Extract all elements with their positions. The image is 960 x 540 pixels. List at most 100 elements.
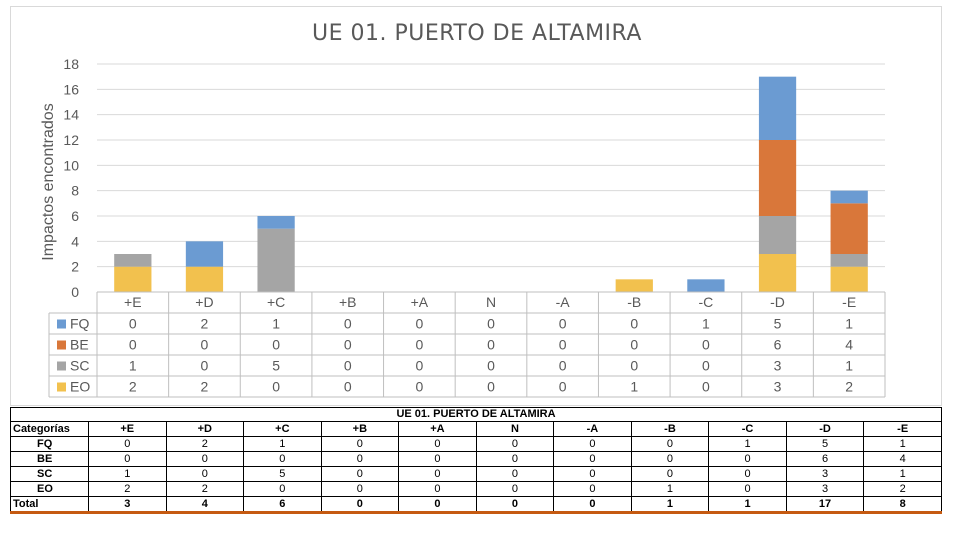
- bar-segment-eo: [830, 266, 868, 292]
- header-cell: -D: [785, 421, 865, 437]
- table-cell: 0: [398, 436, 477, 452]
- table-cell: 0: [630, 436, 710, 452]
- data-label: 0: [487, 358, 495, 374]
- table-cell: 0: [475, 466, 555, 482]
- x-tick-label: -B: [627, 294, 641, 310]
- y-tick-label: 14: [63, 107, 79, 123]
- data-label: 2: [845, 379, 853, 395]
- data-label: 0: [201, 337, 209, 353]
- table-cell: 0: [708, 466, 787, 482]
- row-label: Total: [10, 496, 89, 514]
- bar-segment-fq: [257, 216, 295, 229]
- table-cell: 0: [320, 466, 400, 482]
- data-label: 0: [559, 358, 567, 374]
- data-label: 0: [487, 337, 495, 353]
- data-label: 0: [559, 337, 567, 353]
- table-row: FQ 0 2 1 0 0 0 0 0 1 5 1: [10, 436, 942, 452]
- data-label: 0: [630, 316, 638, 332]
- table-cell: 0: [553, 466, 632, 482]
- table-cell: 2: [165, 481, 245, 497]
- total-row: Total 3 4 6 0 0 0 0 1 1 17 8: [10, 496, 942, 514]
- table-cell: 0: [243, 451, 322, 467]
- table-cell: 0: [553, 451, 632, 467]
- legend-key-fq: [57, 319, 66, 329]
- data-label: 3: [774, 358, 782, 374]
- table-cell: 0: [708, 451, 787, 467]
- data-label: 0: [344, 379, 352, 395]
- x-tick-label: +A: [411, 294, 429, 310]
- summary-table-title: UE 01. PUERTO DE ALTAMIRA: [10, 407, 942, 422]
- table-cell: 1: [243, 436, 322, 452]
- header-cell: -A: [553, 421, 632, 437]
- data-label: 3: [774, 379, 782, 395]
- table-cell: 1: [863, 466, 942, 482]
- row-label: BE: [10, 451, 89, 467]
- data-label: 1: [845, 316, 853, 332]
- summary-table-body: FQ 0 2 1 0 0 0 0 0 1 5 1 BE 0 0 0 0 0 0 0 0 0 6 4 SC 1 0 5 0 0 0 0 0 0 3 1 E…: [10, 436, 942, 514]
- data-label: 0: [559, 379, 567, 395]
- data-label: 1: [845, 358, 853, 374]
- data-label: 0: [487, 379, 495, 395]
- row-label: EO: [10, 481, 89, 497]
- data-label: 5: [272, 358, 280, 374]
- data-label: 0: [344, 337, 352, 353]
- table-cell: 1: [708, 436, 787, 452]
- table-cell: 1: [708, 496, 787, 514]
- y-tick-label: 12: [63, 132, 79, 148]
- bar-segment-sc: [114, 254, 152, 267]
- bar-segment-fq: [758, 76, 797, 140]
- table-cell: 5: [243, 466, 322, 482]
- data-label: 0: [415, 316, 423, 332]
- header-cell: -E: [863, 421, 942, 437]
- chart-panel: 0 2 4 6 8 10 12 14 16 18 +E +D +C +B +A N -A -B -C -D -E FQ 0 2…: [10, 6, 942, 406]
- table-cell: 0: [320, 451, 400, 467]
- table-cell: 0: [475, 481, 555, 497]
- data-label: 0: [415, 379, 423, 395]
- table-cell: 0: [88, 451, 167, 467]
- bar-segment-eo: [114, 266, 152, 292]
- x-tick-label: N: [486, 294, 496, 310]
- y-tick-label: 4: [71, 233, 79, 249]
- data-label: 6: [774, 337, 782, 353]
- table-cell: 2: [863, 481, 942, 497]
- data-label: 2: [129, 379, 137, 395]
- data-label: 0: [129, 316, 137, 332]
- bar-segment-fq: [185, 241, 224, 267]
- legend-label: SC: [70, 358, 89, 374]
- data-label: 0: [630, 358, 638, 374]
- x-tick-label: +B: [339, 294, 357, 310]
- y-tick-label: 16: [63, 81, 79, 97]
- table-cell: 0: [165, 451, 245, 467]
- y-axis-label: Impactos encontrados: [40, 103, 57, 261]
- header-cell: +E: [88, 421, 167, 437]
- table-row: SC 1 0 5 0 0 0 0 0 0 3 1: [10, 466, 942, 482]
- table-cell: 3: [785, 466, 865, 482]
- y-tick-label: 10: [63, 157, 79, 173]
- data-label: 2: [201, 379, 209, 395]
- bar-segment-fq: [687, 279, 725, 292]
- data-label: 0: [344, 358, 352, 374]
- table-cell: 0: [630, 451, 710, 467]
- chart-title: UE 01. PUERTO DE ALTAMIRA: [312, 21, 642, 46]
- table-cell: 3: [88, 496, 167, 514]
- x-tick-label: -D: [770, 294, 785, 310]
- data-label: 0: [630, 337, 638, 353]
- header-cell: +B: [320, 421, 400, 437]
- table-cell: 0: [708, 481, 787, 497]
- header-cell: -C: [708, 421, 787, 437]
- data-label: 1: [630, 379, 638, 395]
- data-label: 4: [845, 337, 853, 353]
- y-tick-label: 8: [71, 183, 79, 199]
- data-label: 0: [487, 316, 495, 332]
- data-label: 1: [702, 316, 710, 332]
- summary-table-header: Categorías +E +D +C +B +A N -A -B -C -D -E: [10, 421, 942, 437]
- bar-segment-fq: [830, 190, 868, 204]
- table-cell: 0: [475, 436, 555, 452]
- table-cell: 0: [398, 466, 477, 482]
- bar-segment-be: [830, 203, 868, 254]
- table-cell: 4: [863, 451, 942, 467]
- table-cell: 1: [630, 496, 710, 514]
- bar-segment-be: [758, 140, 797, 216]
- table-cell: 1: [88, 466, 167, 482]
- header-cell: +A: [398, 421, 477, 437]
